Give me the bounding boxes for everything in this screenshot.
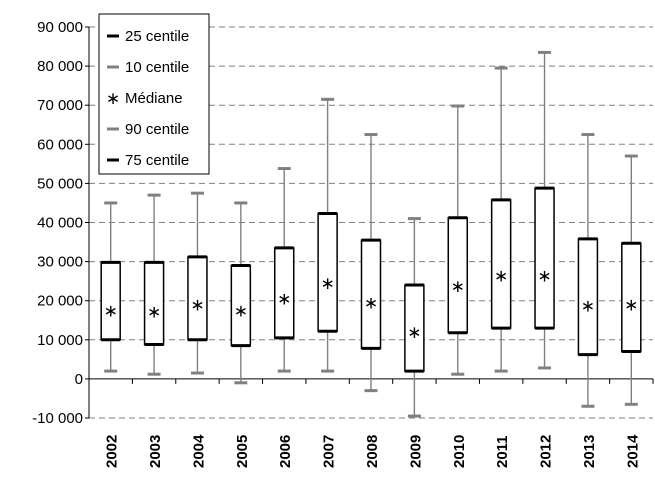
iqr-box (490, 199, 512, 329)
median-marker: ∗ (407, 323, 421, 342)
y-tick-label: 70 000 (37, 97, 83, 114)
x-tick-label: 2012 (538, 435, 555, 468)
axes: -10 000 0 10 000 20 000 30 000 40 000 50 000 60… (32, 19, 654, 468)
y-tick-label: 30 000 (37, 254, 83, 271)
legend-label: Médiane (125, 90, 183, 107)
y-tick-label: 10 000 (37, 332, 83, 349)
median-marker: ∗ (277, 290, 291, 309)
legend: 25 centile 10 centile ∗ Médiane 90 centile 75… (98, 13, 210, 175)
x-tick-label: 2004 (190, 434, 207, 468)
median-marker: ∗ (190, 296, 204, 315)
median-marker: ∗ (147, 303, 161, 322)
iqr-box (447, 217, 469, 334)
legend-marker-mediane: ∗ (106, 89, 120, 108)
plot-area: ∗ ∗ ∗ ∗ ∗ ∗ ∗ ∗ ∗ ∗ ∗ ∗ ∗ (100, 50, 642, 418)
x-tick-label: 2010 (451, 435, 468, 468)
y-tick-label: 90 000 (37, 19, 83, 36)
legend-box (98, 13, 210, 175)
y-tick-label: 0 (75, 371, 83, 388)
legend-label: 10 centile (125, 59, 189, 76)
median-marker: ∗ (104, 301, 118, 320)
median-marker: ∗ (581, 296, 595, 315)
legend-label: 90 centile (125, 121, 189, 138)
y-tick-label: 40 000 (37, 215, 83, 232)
legend-label: 25 centile (125, 28, 189, 45)
x-tick-label: 2013 (581, 435, 598, 468)
x-tick-label: 2014 (624, 434, 641, 468)
median-marker: ∗ (320, 274, 334, 293)
x-tick-label: 2011 (494, 435, 511, 468)
median-marker: ∗ (537, 266, 551, 285)
x-tick-label: 2009 (407, 435, 424, 468)
y-tick-label: 50 000 (37, 175, 83, 192)
median-marker: ∗ (451, 277, 465, 296)
median-marker: ∗ (364, 294, 378, 313)
iqr-box (534, 187, 555, 329)
x-tick-label: 2005 (234, 435, 251, 468)
x-tick-label: 2002 (104, 435, 121, 468)
x-tick-label: 2006 (277, 435, 294, 468)
legend-label: 75 centile (125, 152, 189, 169)
median-marker: ∗ (624, 296, 638, 315)
iqr-box (317, 212, 338, 332)
x-tick-label: 2007 (321, 435, 338, 468)
x-tick-label: 2008 (364, 435, 381, 468)
median-marker: ∗ (234, 301, 248, 320)
y-tick-label: 60 000 (37, 136, 83, 153)
y-tick-label: -10 000 (32, 410, 83, 427)
x-tick-label: 2003 (147, 435, 164, 468)
y-tick-label: 20 000 (37, 293, 83, 310)
y-tick-label: 80 000 (37, 58, 83, 75)
median-marker: ∗ (494, 266, 508, 285)
